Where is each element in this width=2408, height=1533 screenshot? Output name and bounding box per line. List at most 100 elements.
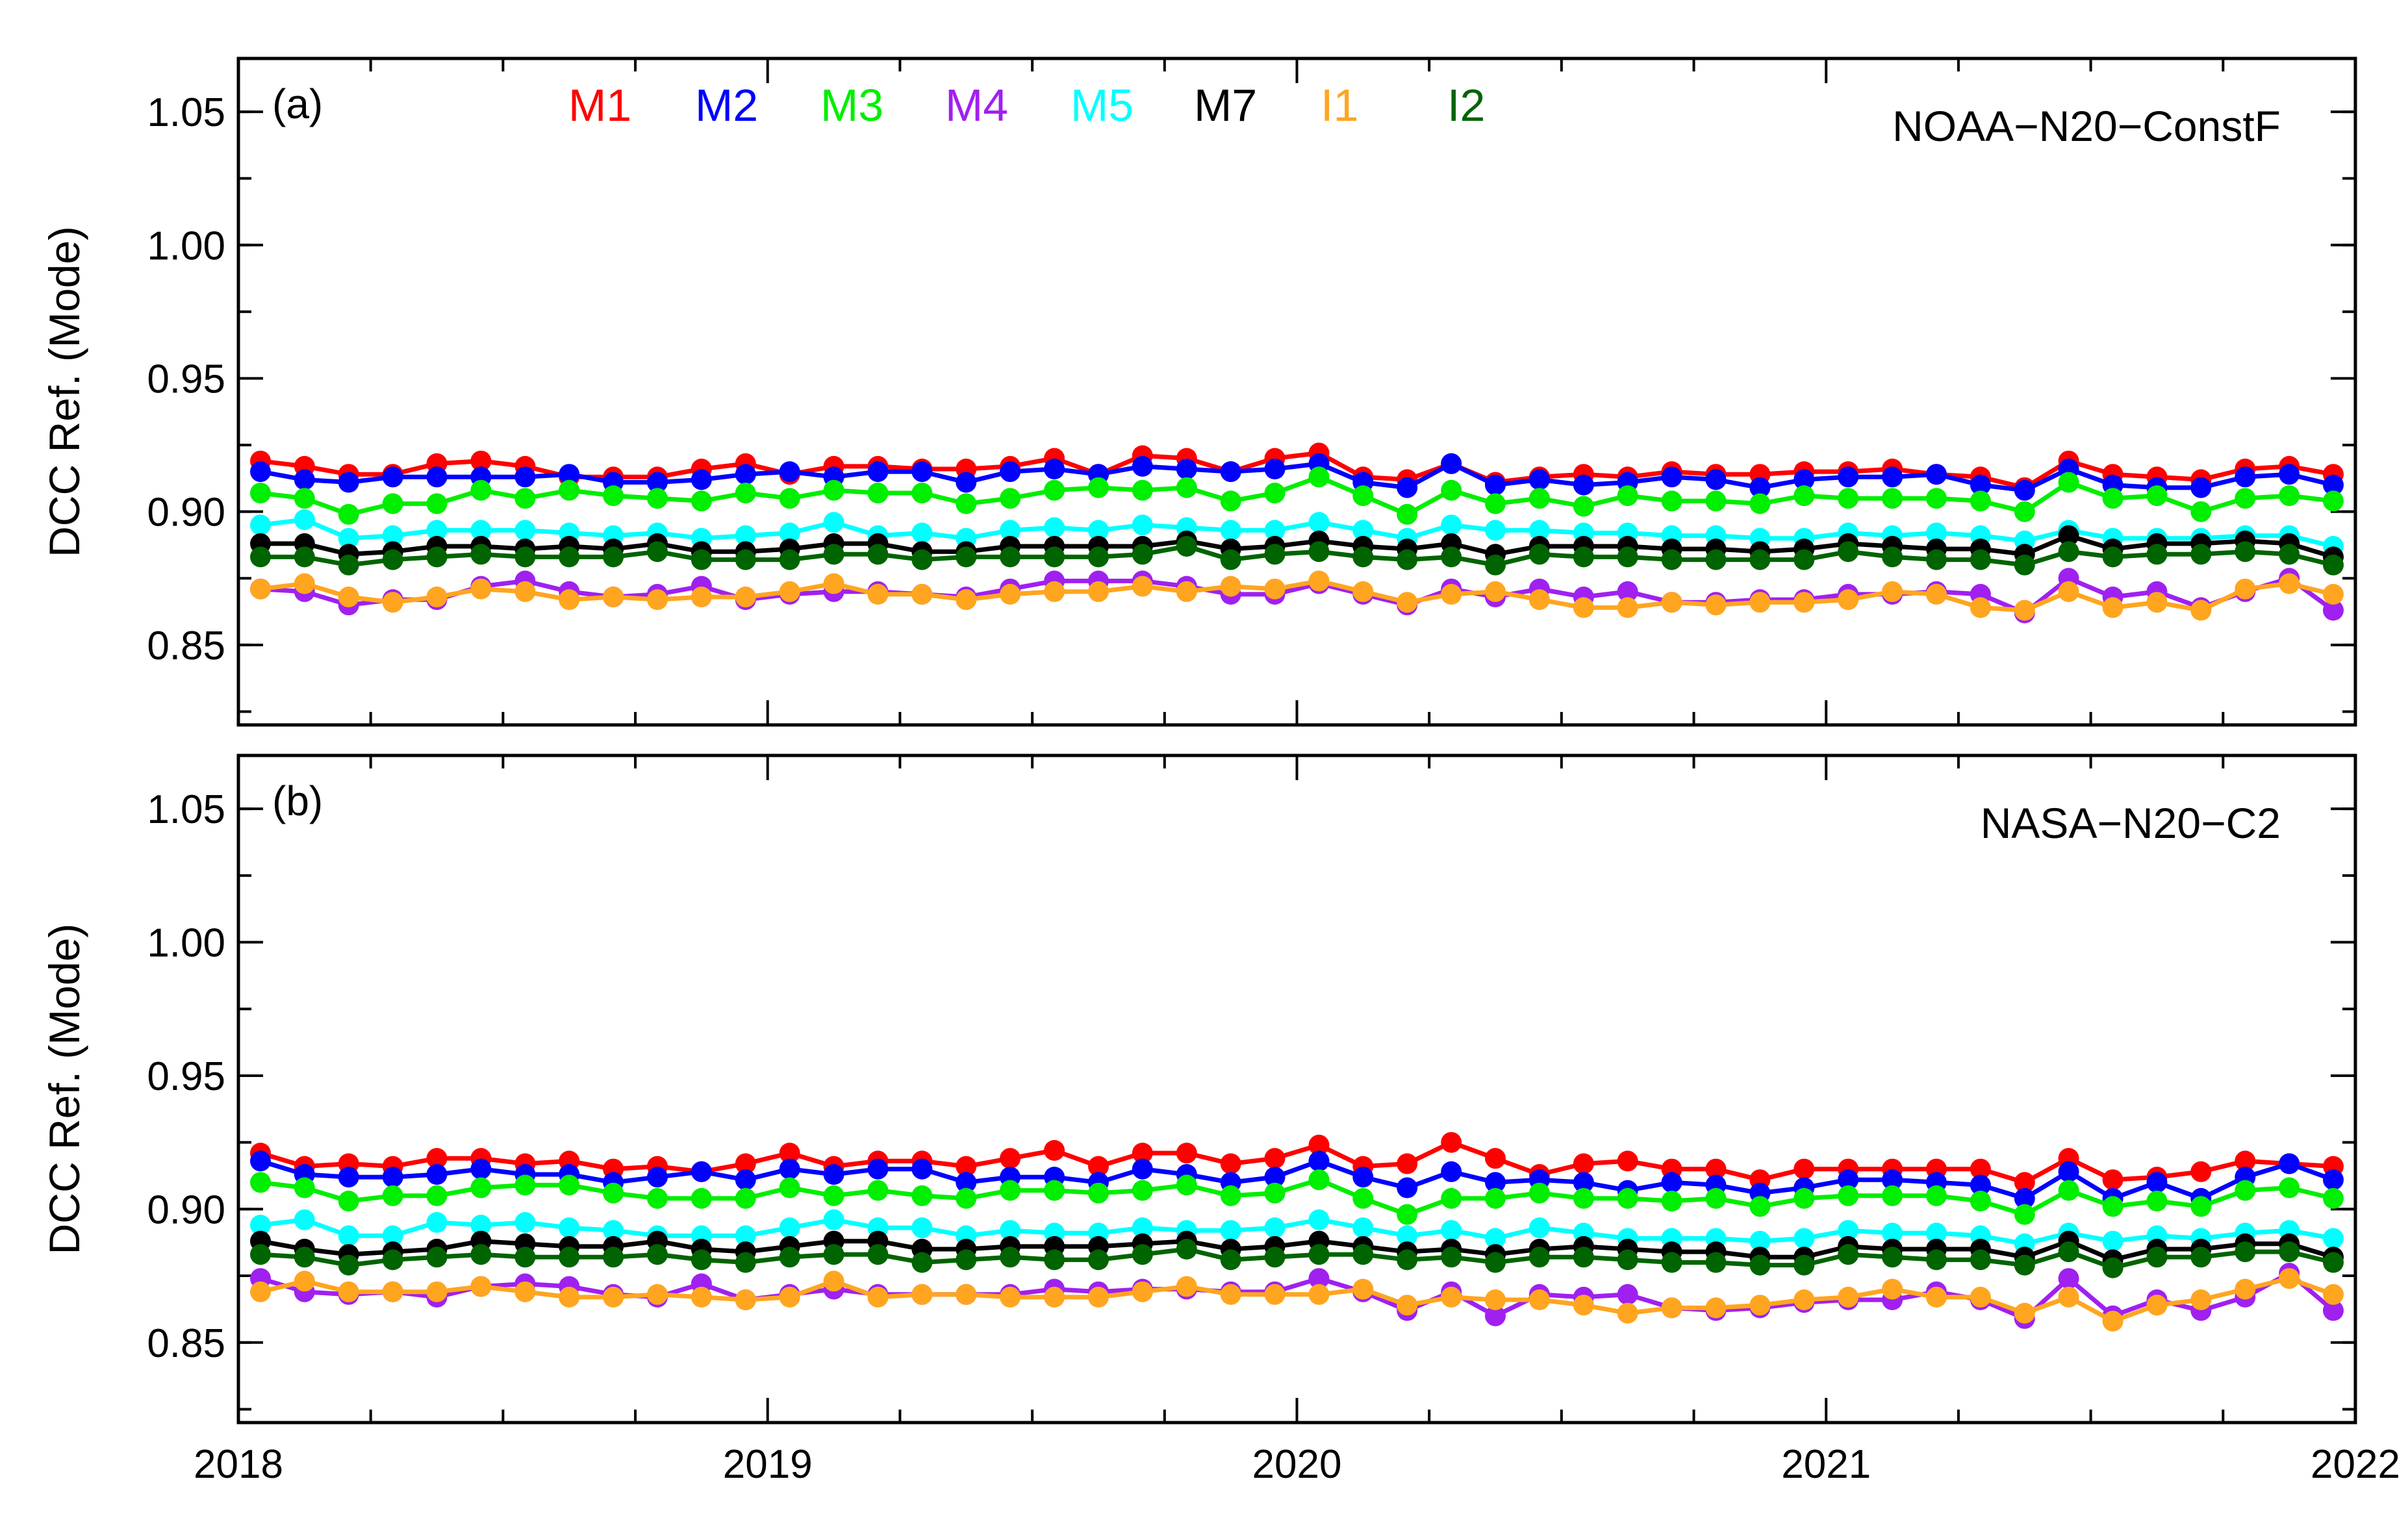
data-point-m5 (1441, 1220, 1462, 1241)
data-point-m5 (735, 1225, 756, 1247)
data-point-m2 (382, 1167, 403, 1188)
data-point-m3 (823, 479, 844, 501)
data-point-m3 (1000, 1180, 1021, 1201)
data-point-i1 (1397, 592, 1418, 613)
data-point-m3 (691, 490, 712, 512)
data-point-i1 (1705, 1297, 1727, 1319)
data-point-i1 (1044, 1286, 1065, 1308)
data-point-i1 (250, 578, 271, 600)
data-point-m3 (1749, 493, 1771, 514)
panel-b: 2018 2019 2020 2021 2022 0.85 0.90 0.95 1.00 1.05… (40, 754, 2400, 1487)
data-point-m2 (2279, 1153, 2300, 1174)
data-point-i1 (2190, 1289, 2212, 1310)
data-point-i1 (1088, 581, 1109, 602)
data-point-m3 (470, 479, 492, 501)
data-point-m5 (559, 1217, 580, 1239)
data-point-m2 (823, 1164, 844, 1185)
data-point-i1 (1264, 578, 1286, 600)
data-point-i2 (470, 1244, 492, 1265)
data-point-m2 (647, 472, 668, 493)
data-point-m1 (1000, 1148, 1021, 1169)
data-point-i1 (735, 1289, 756, 1310)
x-tick-label: 2018 (194, 1442, 283, 1487)
data-point-m3 (2323, 1187, 2344, 1209)
data-point-i2 (1705, 549, 1727, 570)
data-point-m3 (956, 493, 977, 514)
data-point-m5 (1926, 1223, 1947, 1244)
data-point-m4 (2058, 1268, 2079, 1289)
data-point-i2 (1485, 554, 1506, 576)
data-point-i2 (2190, 1247, 2212, 1268)
data-point-i1 (338, 1281, 359, 1302)
data-point-m2 (2146, 1172, 2168, 1193)
data-point-m3 (1749, 1196, 1771, 1217)
data-point-i2 (823, 544, 844, 565)
data-point-m2 (735, 1169, 756, 1191)
data-point-i1 (1528, 589, 1550, 611)
data-point-m2 (1397, 1177, 1418, 1198)
data-point-m3 (1838, 1185, 1859, 1206)
data-point-m2 (2235, 466, 2256, 488)
data-point-m3 (1705, 1187, 1727, 1209)
data-point-i1 (1132, 576, 1153, 597)
data-point-m5 (1528, 1217, 1550, 1239)
x-tick-label: 2022 (2311, 1442, 2400, 1487)
data-point-m3 (1573, 1187, 1594, 1209)
data-point-m3 (426, 1185, 448, 1206)
data-point-m5 (1352, 520, 1374, 541)
data-point-m2 (470, 1158, 492, 1180)
data-point-m3 (1485, 1187, 1506, 1209)
data-point-m5 (1838, 1220, 1859, 1241)
data-point-m1 (1793, 1158, 1815, 1180)
data-point-i1 (691, 1286, 712, 1308)
data-point-m5 (779, 522, 800, 544)
data-point-m2 (1044, 459, 1065, 479)
data-point-i2 (514, 546, 536, 568)
data-point-i2 (1528, 1247, 1550, 1268)
data-point-m1 (426, 1148, 448, 1169)
data-point-m5 (1000, 1220, 1021, 1241)
data-point-m4 (1308, 1268, 1330, 1289)
data-point-i2 (1132, 1244, 1153, 1265)
data-point-m3 (1528, 488, 1550, 509)
data-point-m3 (2014, 1204, 2035, 1225)
data-point-m3 (603, 1182, 624, 1204)
data-point-i2 (1705, 1252, 1727, 1273)
data-point-i1 (603, 587, 624, 607)
y-axis-label: DCC Ref. (Mode) (40, 226, 88, 557)
data-point-i1 (956, 589, 977, 611)
data-point-i2 (559, 546, 580, 568)
data-point-m5 (1132, 1217, 1153, 1239)
data-point-m3 (1838, 488, 1859, 509)
data-point-i1 (779, 1286, 800, 1308)
data-point-m2 (956, 1172, 977, 1193)
data-point-m5 (382, 525, 403, 546)
data-point-m3 (1661, 490, 1682, 512)
data-point-m2 (1485, 474, 1506, 496)
legend-entry-i1: I1 (1321, 80, 1358, 131)
data-point-i2 (1970, 549, 1991, 570)
data-point-m5 (514, 1211, 536, 1233)
data-point-i2 (2323, 1252, 2344, 1273)
data-point-i2 (956, 1249, 977, 1271)
data-point-m2 (779, 1158, 800, 1180)
data-point-m3 (1264, 483, 1286, 503)
data-point-i2 (1926, 549, 1947, 570)
data-point-m2 (1970, 474, 1991, 496)
data-point-i2 (911, 549, 933, 570)
data-point-i2 (294, 1247, 315, 1268)
data-point-i1 (559, 1286, 580, 1308)
data-point-m3 (2014, 501, 2035, 522)
data-point-m5 (1044, 517, 1065, 538)
data-point-m2 (1176, 459, 1197, 479)
data-point-m3 (559, 1174, 580, 1196)
data-point-i1 (1926, 1286, 1947, 1308)
data-point-i2 (691, 549, 712, 570)
data-point-m3 (1926, 488, 1947, 509)
data-point-i1 (1000, 583, 1021, 605)
data-point-m5 (1485, 1228, 1506, 1249)
data-point-m3 (2235, 488, 2256, 509)
data-point-i1 (1088, 1286, 1109, 1308)
data-point-m2 (1441, 1161, 1462, 1182)
data-point-i1 (1573, 597, 1594, 618)
